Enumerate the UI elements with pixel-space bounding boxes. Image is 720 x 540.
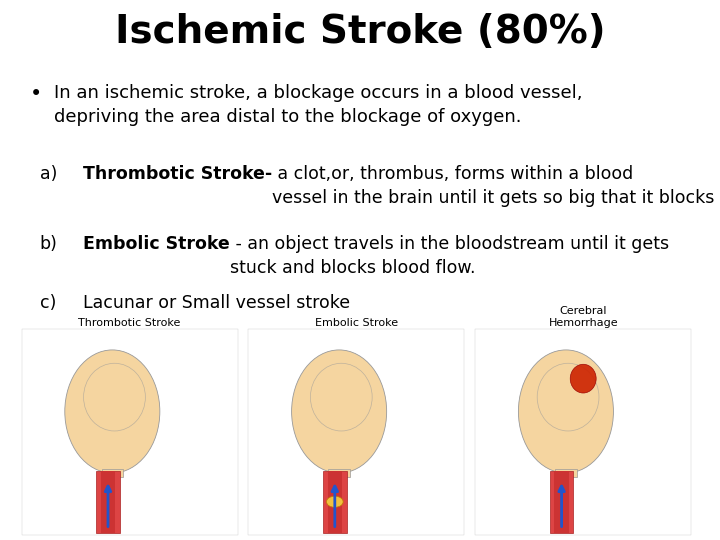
FancyBboxPatch shape: [328, 469, 350, 477]
Ellipse shape: [310, 363, 372, 431]
FancyBboxPatch shape: [96, 471, 120, 532]
FancyBboxPatch shape: [550, 471, 574, 532]
FancyBboxPatch shape: [101, 471, 115, 532]
FancyBboxPatch shape: [328, 471, 342, 532]
Ellipse shape: [326, 496, 343, 507]
FancyBboxPatch shape: [475, 329, 691, 535]
Text: b): b): [40, 235, 58, 253]
FancyBboxPatch shape: [22, 329, 238, 535]
Ellipse shape: [84, 363, 145, 431]
Text: Embolic Stroke: Embolic Stroke: [83, 235, 230, 253]
FancyBboxPatch shape: [554, 471, 569, 532]
Text: Embolic Stroke: Embolic Stroke: [315, 318, 398, 328]
Text: Cerebral
Hemorrhage: Cerebral Hemorrhage: [549, 306, 618, 328]
Text: a clot,or, thrombus, forms within a blood
vessel in the brain until it gets so b: a clot,or, thrombus, forms within a bloo…: [272, 165, 720, 207]
Text: a): a): [40, 165, 57, 183]
FancyBboxPatch shape: [323, 471, 346, 532]
Text: Ischemic Stroke (80%): Ischemic Stroke (80%): [114, 14, 606, 51]
Text: In an ischemic stroke, a blockage occurs in a blood vessel,
depriving the area d: In an ischemic stroke, a blockage occurs…: [54, 84, 582, 126]
Text: Thrombotic Stroke-: Thrombotic Stroke-: [83, 165, 272, 183]
Text: •: •: [30, 84, 42, 104]
FancyBboxPatch shape: [555, 469, 577, 477]
Ellipse shape: [537, 363, 599, 431]
Ellipse shape: [518, 350, 613, 473]
FancyBboxPatch shape: [102, 469, 123, 477]
Ellipse shape: [292, 350, 387, 473]
Text: - an object travels in the bloodstream until it gets
stuck and blocks blood flow: - an object travels in the bloodstream u…: [230, 235, 669, 277]
Text: Thrombotic Stroke: Thrombotic Stroke: [78, 318, 181, 328]
FancyBboxPatch shape: [248, 329, 464, 535]
Text: c): c): [40, 294, 56, 312]
Ellipse shape: [65, 350, 160, 473]
Text: Lacunar or Small vessel stroke: Lacunar or Small vessel stroke: [83, 294, 350, 312]
Ellipse shape: [570, 364, 596, 393]
